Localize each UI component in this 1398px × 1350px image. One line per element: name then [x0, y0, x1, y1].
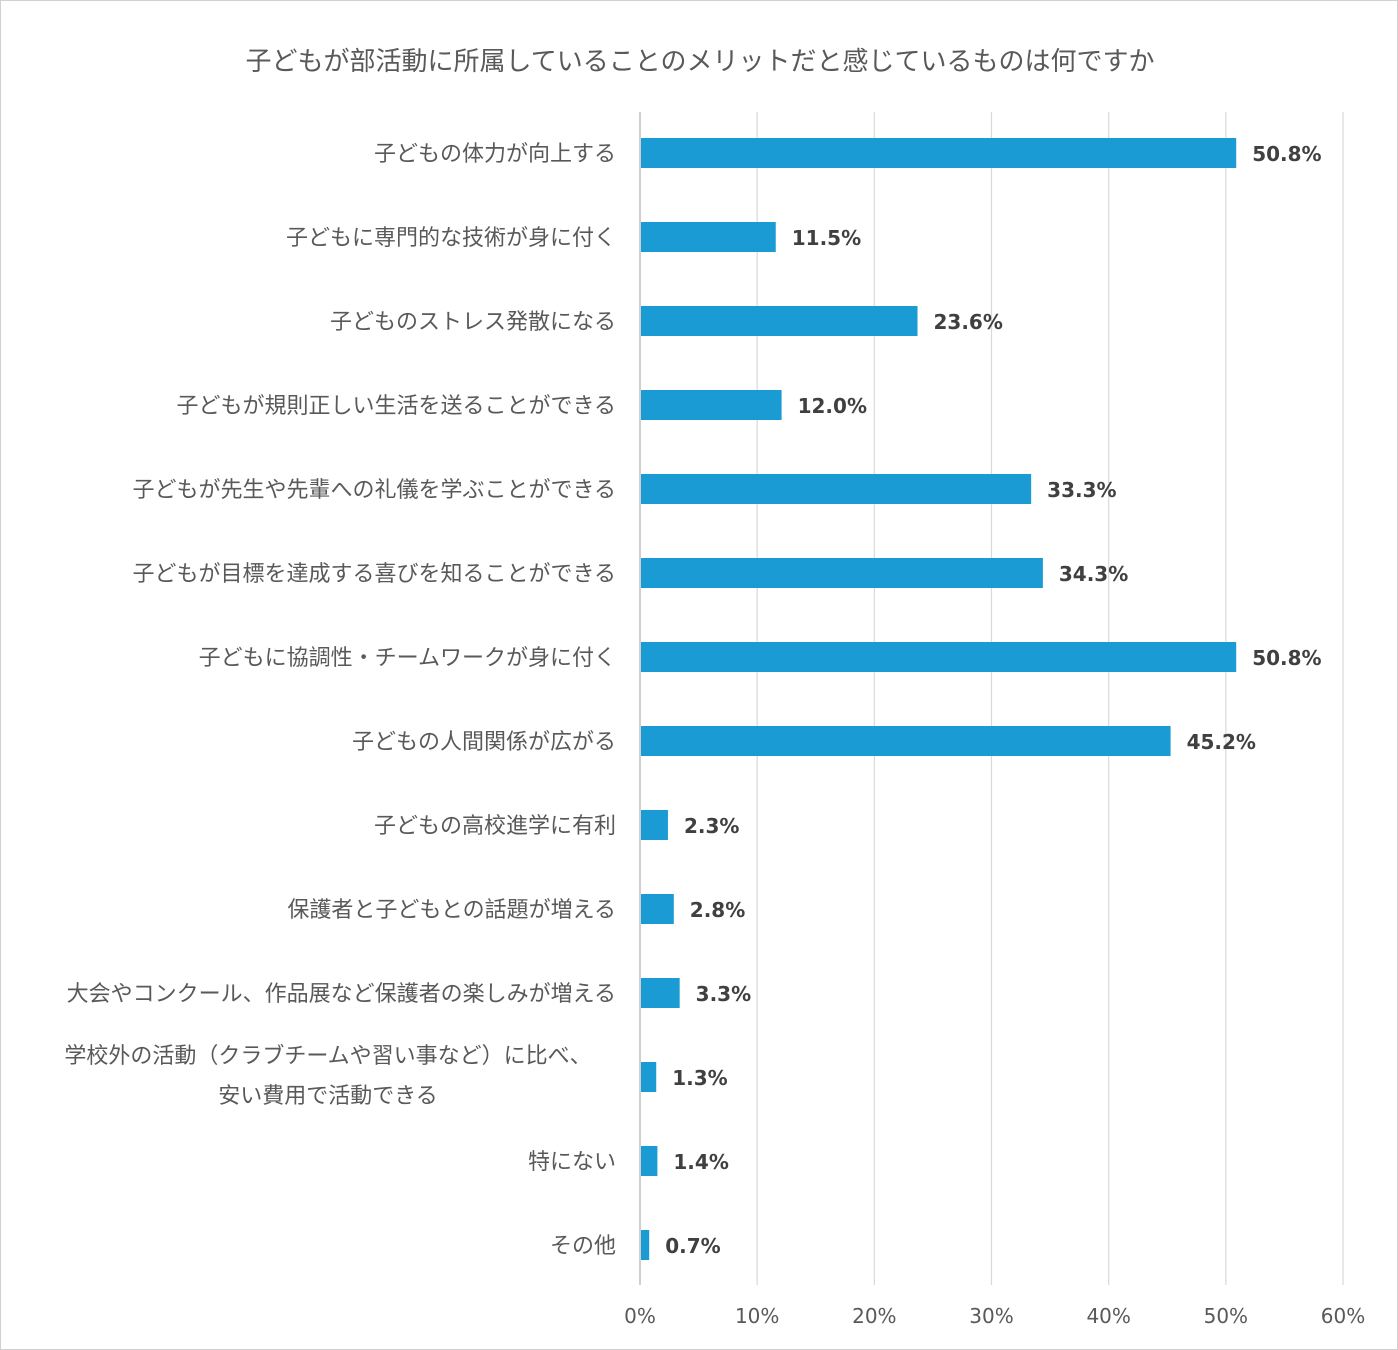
- category-label: 子どもに協調性・チームワークが身に付く: [199, 646, 616, 671]
- category-label: 子どもの体力が向上する: [374, 142, 616, 167]
- chart-title: 子どもが部活動に所属していることのメリットだと感じているものは何ですか: [246, 47, 1155, 77]
- bar: [641, 978, 680, 1008]
- data-label: 12.0%: [798, 394, 867, 418]
- category-label: 子どもの人間関係が広がる: [352, 730, 616, 755]
- data-label: 50.8%: [1252, 646, 1321, 670]
- category-label: 保護者と子どもとの話題が増える: [287, 898, 616, 923]
- bar: [641, 810, 668, 840]
- bar: [641, 474, 1032, 504]
- x-tick-label: 60%: [1321, 1304, 1365, 1328]
- category-label: 特にない: [528, 1150, 616, 1175]
- data-label: 23.6%: [934, 310, 1003, 334]
- data-label: 34.3%: [1059, 562, 1128, 586]
- data-label: 0.7%: [665, 1234, 720, 1258]
- x-tick-label: 20%: [852, 1304, 896, 1328]
- category-label: 子どもが先生や先輩への礼儀を学ぶことができる: [132, 478, 616, 503]
- category-label: 子どものストレス発散になる: [330, 310, 616, 335]
- category-label: その他: [550, 1234, 616, 1259]
- data-label: 45.2%: [1187, 730, 1256, 754]
- category-label: 子どもに専門的な技術が身に付く: [286, 226, 616, 251]
- data-label: 50.8%: [1252, 142, 1321, 166]
- x-tick-label: 30%: [969, 1304, 1013, 1328]
- data-label: 2.3%: [684, 814, 739, 838]
- bar: [641, 558, 1043, 588]
- x-tick-label: 40%: [1086, 1304, 1130, 1328]
- category-label-line: 安い費用で活動できる: [218, 1084, 438, 1109]
- data-label: 1.3%: [672, 1066, 727, 1090]
- category-label: 学校外の活動（クラブチームや習い事など）に比べ、安い費用で活動できる: [64, 1044, 591, 1109]
- bar: [641, 138, 1237, 168]
- x-tick-label: 50%: [1204, 1304, 1248, 1328]
- data-label: 1.4%: [673, 1150, 728, 1174]
- bar: [641, 390, 782, 420]
- bar: [641, 306, 918, 336]
- bar: [641, 1230, 650, 1260]
- x-tick-label: 10%: [735, 1304, 779, 1328]
- category-label-line: 学校外の活動（クラブチームや習い事など）に比べ、: [64, 1044, 591, 1069]
- category-label: 子どもの高校進学に有利: [374, 814, 616, 839]
- bar: [641, 1062, 657, 1092]
- bar: [641, 894, 674, 924]
- data-label: 11.5%: [792, 226, 861, 250]
- bar: [641, 726, 1171, 756]
- x-tick-label: 0%: [624, 1304, 656, 1328]
- category-label: 大会やコンクール、作品展など保護者の楽しみが増える: [67, 982, 616, 1007]
- data-label: 2.8%: [690, 898, 745, 922]
- data-label: 3.3%: [696, 982, 751, 1006]
- bar: [641, 222, 776, 252]
- bar: [641, 1146, 658, 1176]
- category-label: 子どもが目標を達成する喜びを知ることができる: [132, 562, 616, 587]
- category-label: 子どもが規則正しい生活を送ることができる: [176, 394, 616, 419]
- data-label: 33.3%: [1047, 478, 1116, 502]
- bar: [641, 642, 1237, 672]
